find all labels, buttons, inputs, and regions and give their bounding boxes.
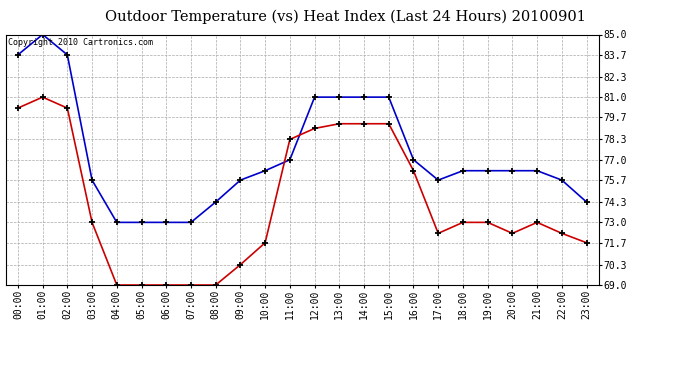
Text: Outdoor Temperature (vs) Heat Index (Last 24 Hours) 20100901: Outdoor Temperature (vs) Heat Index (Las…	[105, 9, 585, 24]
Text: Copyright 2010 Cartronics.com: Copyright 2010 Cartronics.com	[8, 38, 153, 47]
